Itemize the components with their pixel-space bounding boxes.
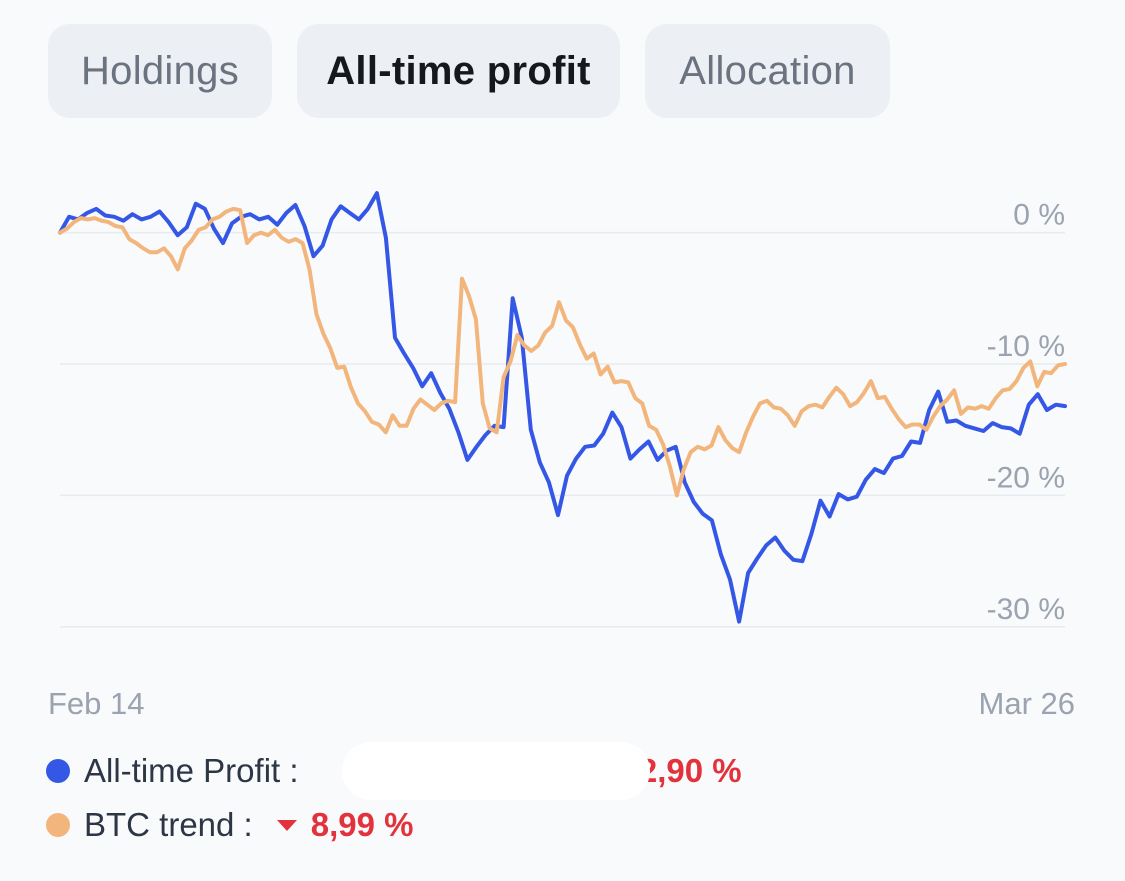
legend-btc-label: BTC trend :	[84, 806, 253, 843]
series-lines	[58, 191, 1067, 624]
all-time-profit-line	[58, 191, 1067, 624]
y-tick-label: -30 %	[987, 593, 1065, 626]
btc-trend-line	[58, 206, 1067, 498]
down-triangle-icon	[276, 819, 297, 831]
tab-allocation[interactable]: Allocation	[645, 24, 890, 118]
btc-dot-icon	[46, 813, 70, 837]
tab-holdings[interactable]: Holdings	[48, 24, 272, 118]
y-tick-label: -20 %	[987, 461, 1065, 494]
legend-btc: BTC trend : 8,99 %	[46, 806, 413, 844]
y-tick-label: -10 %	[987, 330, 1065, 363]
tab-all-time-profit[interactable]: All-time profit	[297, 24, 620, 118]
legend-btc-value: 8,99 %	[310, 806, 414, 843]
profit-dot-icon	[46, 759, 70, 783]
y-tick-label: 0 %	[1013, 199, 1065, 232]
legend-profit-label: All-time Profit :	[84, 752, 299, 789]
x-end-label: Mar 26	[978, 686, 1075, 721]
y-tick-labels: 0 % -10 % -20 % -30 %	[987, 199, 1065, 626]
redacted-amount	[342, 742, 650, 800]
tab-bar: Holdings All-time profit Allocation	[48, 24, 890, 118]
grid-lines	[60, 231, 1065, 628]
profit-chart[interactable]: 0 % -10 % -20 % -30 %	[0, 180, 1125, 640]
x-start-label: Feb 14	[48, 686, 145, 721]
